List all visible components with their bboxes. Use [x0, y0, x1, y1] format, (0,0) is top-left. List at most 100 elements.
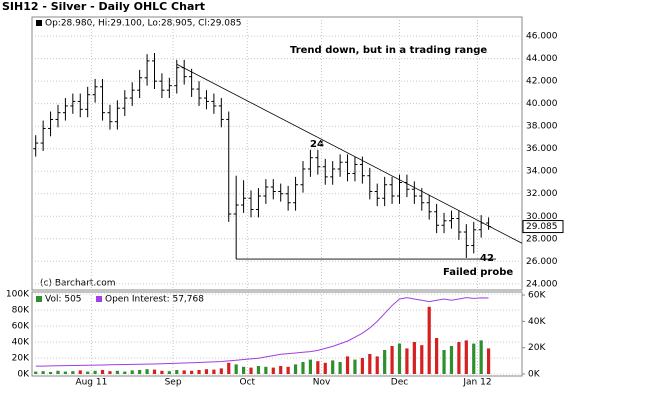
volume-bar [219, 368, 223, 374]
y-tick-label: 30.000 [526, 212, 558, 222]
trendline [176, 63, 523, 244]
volume-bar [301, 362, 305, 374]
volume-bar [197, 370, 201, 374]
volume-bar [323, 362, 327, 374]
volume-bar [331, 360, 335, 374]
volume-bar [41, 371, 45, 374]
volume-bar [182, 370, 186, 374]
volume-bar [234, 364, 238, 374]
y-tick-label: 40.000 [526, 99, 558, 109]
volume-bar [56, 370, 60, 374]
volume-bar [279, 366, 283, 374]
annotation: Failed probe [443, 267, 513, 278]
volume-bar [175, 370, 179, 374]
y2-tick-label: 40K [528, 317, 546, 327]
volume-bar [138, 370, 142, 374]
open-interest-line [35, 297, 489, 367]
volume-bar [457, 342, 461, 374]
x-tick-label: Aug 11 [75, 378, 107, 388]
volume-bar [86, 371, 90, 374]
volume-bar [78, 370, 82, 374]
y-tick-label: 36.000 [526, 144, 558, 154]
y-tick-label: 60K [12, 322, 30, 332]
volume-bar [383, 350, 387, 374]
volume-bar [390, 346, 394, 374]
last-price-label: 29.085 [526, 222, 558, 232]
x-tick-label: Sep [165, 378, 182, 388]
volume-bar [479, 340, 483, 374]
y2-tick-label: 0K [528, 370, 541, 380]
ohlc-legend: Op:28.980, Hi:29.100, Lo:28.905, Cl:29.0… [45, 19, 241, 29]
legend-entry: Vol: 505 [45, 295, 82, 305]
legend-entry: Open Interest: 57,768 [105, 295, 204, 305]
volume-bar [190, 370, 194, 374]
volume-bar [145, 369, 149, 374]
x-tick-label: Dec [391, 378, 408, 388]
volume-bar [71, 371, 75, 374]
volume-bar [115, 370, 119, 374]
volume-bar [353, 359, 357, 374]
volume-bar [435, 338, 439, 374]
annotation: 24 [310, 139, 324, 150]
price-panel [31, 16, 523, 291]
volume-bar [212, 369, 216, 374]
volume-bar [249, 367, 253, 374]
y-tick-label: 34.000 [526, 167, 558, 177]
last-price-box [522, 220, 564, 234]
x-tick-label: Nov [313, 378, 331, 388]
x-tick-label: Jan 12 [462, 378, 491, 388]
annotation: Trend down, but in a trading range [290, 45, 487, 56]
volume-bar [360, 358, 364, 374]
y-tick-label: 32.000 [526, 189, 558, 199]
legend-swatch [96, 296, 102, 302]
y-tick-label: 80K [12, 306, 30, 316]
y-tick-label: 0K [17, 370, 30, 380]
volume-bar [397, 343, 402, 374]
y-tick-label: 24.000 [526, 279, 558, 289]
volume-bar [427, 306, 431, 374]
legend-swatch [36, 20, 42, 26]
volume-bar [48, 372, 53, 374]
y-tick-label: 44.000 [526, 54, 558, 64]
volume-bar [108, 371, 112, 374]
annotation: 42 [480, 253, 494, 264]
volume-bar [256, 366, 261, 374]
volume-panel [31, 291, 523, 377]
volume-bar [420, 345, 424, 374]
volume-bar [405, 348, 409, 374]
y-tick-label: 40K [12, 338, 30, 348]
volume-bar [93, 370, 97, 374]
volume-bar [464, 340, 468, 374]
y-tick-label: 28.000 [526, 234, 558, 244]
volume-bar [442, 350, 446, 374]
y-tick-label: 42.000 [526, 77, 558, 87]
volume-bar [152, 369, 157, 374]
volume-bar [227, 362, 231, 374]
volume-bar [286, 366, 290, 374]
y-tick-label: 46.000 [526, 32, 558, 42]
volume-bar [130, 370, 134, 374]
volume-bar [241, 366, 246, 374]
legend-swatch [36, 296, 42, 302]
volume-bar [34, 371, 38, 374]
volume-bar [338, 362, 342, 374]
y2-tick-label: 60K [528, 291, 546, 301]
volume-bar [472, 343, 476, 374]
volume-bar [449, 346, 454, 374]
x-tick-label: Oct [240, 378, 256, 388]
y-tick-label: 38.000 [526, 122, 558, 132]
volume-bar [123, 371, 127, 374]
y-tick-label: 20K [12, 354, 30, 364]
volume-bar [63, 371, 68, 374]
y-tick-label: 26.000 [526, 257, 558, 267]
volume-bar [167, 371, 171, 374]
volume-bar [160, 370, 164, 374]
volume-bar [293, 364, 298, 374]
volume-bar [345, 356, 350, 374]
volume-bar [100, 370, 105, 374]
volume-bar [368, 354, 372, 374]
volume-bar [271, 367, 275, 374]
volume-bar [375, 356, 379, 374]
